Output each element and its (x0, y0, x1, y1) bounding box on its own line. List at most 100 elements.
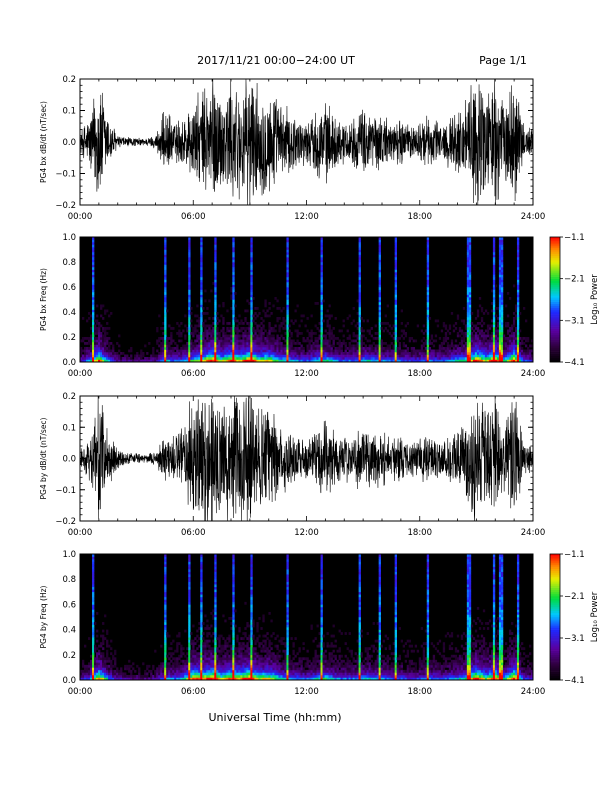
spectrogram-cell (382, 322, 385, 325)
spectrogram-cell (288, 349, 291, 353)
spectrogram-cell (320, 334, 323, 338)
spectrogram-cell (228, 337, 231, 340)
spectrogram-cell (531, 357, 534, 360)
spectrogram-cell (198, 319, 201, 323)
spectrogram-cell (348, 359, 351, 363)
spectrogram-cell (222, 657, 225, 661)
spectrogram-cell (162, 359, 165, 363)
spectrogram-cell (250, 299, 253, 303)
spectrogram-cell (210, 649, 213, 653)
spectrogram-cell (480, 354, 484, 358)
spectrogram-cell (246, 347, 249, 350)
spectrogram-cell (86, 674, 89, 678)
spectrogram-cell (216, 332, 219, 335)
spectrogram-cell (516, 344, 520, 348)
spectrogram-cell (500, 287, 504, 290)
spectrogram-cell (318, 337, 321, 340)
colorbar-cell (550, 353, 560, 357)
spectrogram-cell (268, 332, 271, 335)
spectrogram-cell (494, 334, 498, 338)
spectrogram-cell (152, 667, 155, 671)
spectrogram-cell (202, 337, 205, 340)
spectrogram-cell (160, 342, 163, 345)
spectrogram-cell (370, 354, 373, 358)
spectrogram-cell (188, 591, 191, 595)
spectrogram-cell (240, 352, 243, 355)
spectrogram-cell (318, 354, 321, 358)
spectrogram-cell (152, 347, 155, 350)
spectrogram-cell (390, 354, 393, 358)
spectrogram-cell (252, 359, 255, 363)
spectrogram-cell (182, 652, 185, 656)
spectrogram-cell (246, 349, 249, 353)
spectrogram-cell (254, 312, 257, 315)
spectrogram-cell (226, 342, 229, 345)
spectrogram-cell (500, 269, 504, 273)
spectrogram-cell (164, 667, 167, 671)
spectrogram-cell (418, 349, 422, 353)
spectrogram-cell (166, 349, 169, 353)
spectrogram-cell (508, 357, 512, 360)
spectrogram-cell (466, 319, 470, 323)
spectrogram-cell (248, 357, 251, 360)
spectrogram-cell (204, 674, 207, 678)
spectrogram-cell (250, 297, 253, 300)
spectrogram-cell (210, 344, 213, 348)
spectrogram-cell (208, 677, 211, 681)
spectrogram-cell (312, 357, 315, 360)
spectrogram-cell (92, 344, 95, 348)
spectrogram-cell (444, 347, 448, 350)
spectrogram-cell (430, 342, 434, 345)
spectrogram-cell (232, 252, 235, 255)
spectrogram-cell (188, 611, 191, 615)
spectrogram-cell (498, 302, 502, 305)
spectrogram-cell (146, 667, 149, 671)
spectrogram-cell (320, 259, 323, 263)
spectrogram-cell (408, 359, 412, 363)
spectrogram-cell (250, 347, 253, 350)
spectrogram-cell (490, 359, 494, 363)
spectrogram-cell (160, 354, 163, 358)
spectrogram-cell (358, 329, 361, 333)
spectrogram-cell (178, 352, 181, 355)
spectrogram-cell (364, 359, 367, 363)
spectrogram-cell (102, 662, 105, 666)
spectrogram-cell (476, 329, 480, 333)
spectrogram-cell (422, 359, 426, 363)
spectrogram-cell (426, 272, 430, 275)
spectrogram-cell (154, 649, 157, 653)
spectrogram-cell (92, 554, 95, 557)
spectrogram-cell (268, 352, 271, 355)
spectrogram-cell (448, 352, 452, 355)
spectrogram-cell (414, 339, 418, 343)
spectrogram-cell (206, 642, 209, 646)
spectrogram-cell (174, 669, 177, 673)
spectrogram-cell (366, 354, 369, 358)
spectrogram-cell (492, 284, 496, 288)
spectrogram-cell (218, 672, 221, 676)
spectrogram-cell (184, 354, 187, 358)
spectrogram-cell (468, 322, 472, 325)
spectrogram-cell (190, 359, 193, 363)
spectrogram-cell (112, 359, 115, 363)
spectrogram-cell (514, 337, 518, 340)
spectrogram-cell (212, 282, 215, 285)
spectrogram-cell (410, 354, 414, 358)
spectrogram-cell (102, 637, 105, 640)
spectrogram-cell (190, 677, 193, 681)
spectrogram-cell (374, 357, 377, 360)
spectrogram-cell (194, 359, 197, 363)
spectrogram-cell (174, 354, 177, 358)
spectrogram-cell (392, 354, 395, 358)
spectrogram-cell (210, 634, 213, 638)
spectrogram-cell (194, 339, 197, 343)
spectrogram-cell (146, 677, 149, 681)
spectrogram-cell (394, 267, 397, 270)
spectrogram-cell (232, 634, 235, 638)
spectrogram-cell (268, 359, 271, 363)
spectrogram-cell (424, 339, 428, 343)
spectrogram-cell (234, 654, 237, 658)
x-tick-label: 06:00 (181, 528, 206, 538)
spectrogram-cell (200, 284, 203, 288)
spectrogram-cell (426, 354, 430, 358)
